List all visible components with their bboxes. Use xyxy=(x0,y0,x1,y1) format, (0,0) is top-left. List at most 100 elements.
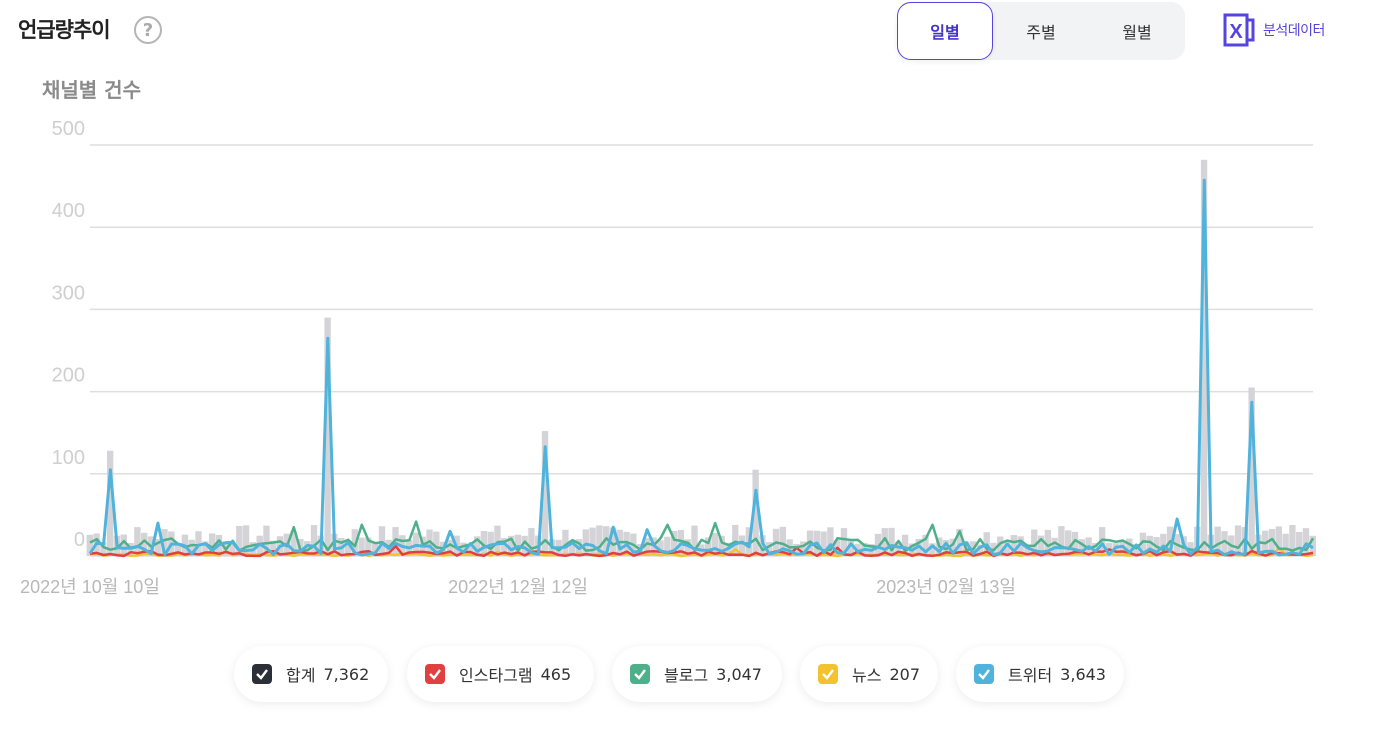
total-bar xyxy=(1078,539,1085,556)
page-title: 언급량추이 xyxy=(18,18,111,42)
y-tick-label-400: 400 xyxy=(52,200,85,222)
total-bar xyxy=(718,535,725,556)
check-icon xyxy=(425,664,445,684)
blog-line xyxy=(89,520,1315,553)
total-bar xyxy=(229,543,236,556)
total-bar xyxy=(507,535,515,556)
total-bar xyxy=(901,534,909,556)
total-bar xyxy=(922,534,929,556)
total-bar xyxy=(208,533,216,556)
total-bar xyxy=(827,527,834,556)
total-bar xyxy=(956,528,963,556)
total-bar xyxy=(1268,528,1276,556)
total-bar xyxy=(473,536,481,556)
total-bar xyxy=(779,526,787,556)
total-bar xyxy=(242,525,250,556)
total-bar xyxy=(1119,540,1126,556)
total-bar xyxy=(1098,527,1106,556)
legend-label: 인스타그램 xyxy=(459,666,533,685)
total-bar xyxy=(1044,529,1051,556)
total-bar xyxy=(528,527,535,556)
total-bar xyxy=(1234,525,1242,556)
total-bar xyxy=(684,539,691,556)
total-bar xyxy=(1003,542,1011,556)
x-tick-label: 2022년 12월 12일 xyxy=(448,577,588,597)
twitter-line xyxy=(88,178,1314,557)
legend-item-news[interactable]: 뉴스 207 xyxy=(800,646,938,702)
total-bar xyxy=(1031,529,1038,556)
total-bar xyxy=(1024,544,1031,556)
legend-value: 3,047 xyxy=(716,664,762,684)
total-bar xyxy=(480,531,488,556)
total-bar xyxy=(643,538,651,556)
total-bar xyxy=(501,538,508,556)
total-bar xyxy=(1058,526,1065,556)
total-bar xyxy=(467,543,474,556)
total-bar xyxy=(433,531,440,556)
total-bar xyxy=(596,525,603,556)
total-bar xyxy=(1037,535,1045,556)
legend-item-total[interactable]: 합계 7,362 xyxy=(234,646,388,702)
total-bar xyxy=(1071,531,1079,556)
total-bar xyxy=(1065,530,1072,556)
total-bar xyxy=(154,538,161,556)
total-bar xyxy=(494,525,501,556)
y-tick-label-300: 300 xyxy=(52,282,85,304)
total-bar xyxy=(609,527,617,556)
total-bar xyxy=(670,530,678,556)
y-tick-label-0: 0 xyxy=(74,529,85,551)
tab-weekly[interactable]: 주별 xyxy=(1026,23,1056,42)
y-tick-label-200: 200 xyxy=(52,365,85,387)
legend-item-twitter[interactable]: 트위터 3,643 xyxy=(956,646,1124,702)
total-bar xyxy=(691,525,698,556)
total-bar xyxy=(290,531,297,556)
period-toggle: 일별 주별 월별 xyxy=(897,2,1185,60)
tab-monthly[interactable]: 월별 xyxy=(1122,23,1152,42)
excel-x-icon: X xyxy=(1223,13,1255,47)
legend-value: 3,643 xyxy=(1060,664,1106,684)
total-bar xyxy=(324,317,331,556)
total-bar xyxy=(569,541,576,556)
instagram-line xyxy=(89,544,1314,558)
total-bar xyxy=(120,534,127,556)
total-bar xyxy=(107,450,114,556)
total-bar xyxy=(134,527,141,556)
total-bar xyxy=(1275,526,1283,556)
check-icon xyxy=(252,664,272,684)
total-bar xyxy=(589,527,596,556)
export-data-button[interactable]: X 분석데이터 xyxy=(1222,11,1325,49)
total-bar xyxy=(847,541,854,556)
y-tick-label-500: 500 xyxy=(52,118,85,140)
total-bar xyxy=(161,529,168,556)
total-bar xyxy=(100,542,107,556)
legend-item-instagram[interactable]: 인스타그램 465 xyxy=(407,646,594,702)
help-icon[interactable]: ? xyxy=(134,16,162,44)
total-bar xyxy=(888,527,895,556)
total-bar xyxy=(236,525,243,556)
legend-item-blog[interactable]: 블로그 3,047 xyxy=(612,646,782,702)
total-bar xyxy=(1146,535,1153,556)
total-bar xyxy=(344,541,352,556)
total-bar xyxy=(371,542,379,556)
total-bar xyxy=(310,525,318,556)
total-bar xyxy=(460,542,467,556)
x-tick-label: 2022년 10월 10일 xyxy=(20,577,160,597)
legend-label: 트위터 xyxy=(1008,666,1053,685)
x-tick-label: 2023년 02월 13일 xyxy=(876,577,1016,597)
svg-text:X: X xyxy=(1229,21,1243,43)
total-bar xyxy=(1200,159,1208,556)
total-bar xyxy=(1139,532,1147,556)
total-bar xyxy=(1248,387,1255,556)
check-icon xyxy=(818,664,838,684)
check-icon xyxy=(974,664,994,684)
total-bar xyxy=(881,528,888,556)
total-bar xyxy=(711,532,719,556)
tab-daily[interactable]: 일별 xyxy=(897,2,993,60)
total-bar xyxy=(840,528,848,556)
total-bar xyxy=(140,532,148,556)
total-bar xyxy=(1017,536,1024,556)
total-bar xyxy=(766,542,773,556)
total-bar xyxy=(1302,528,1310,556)
total-bar xyxy=(1289,524,1296,556)
total-bar xyxy=(86,534,93,556)
